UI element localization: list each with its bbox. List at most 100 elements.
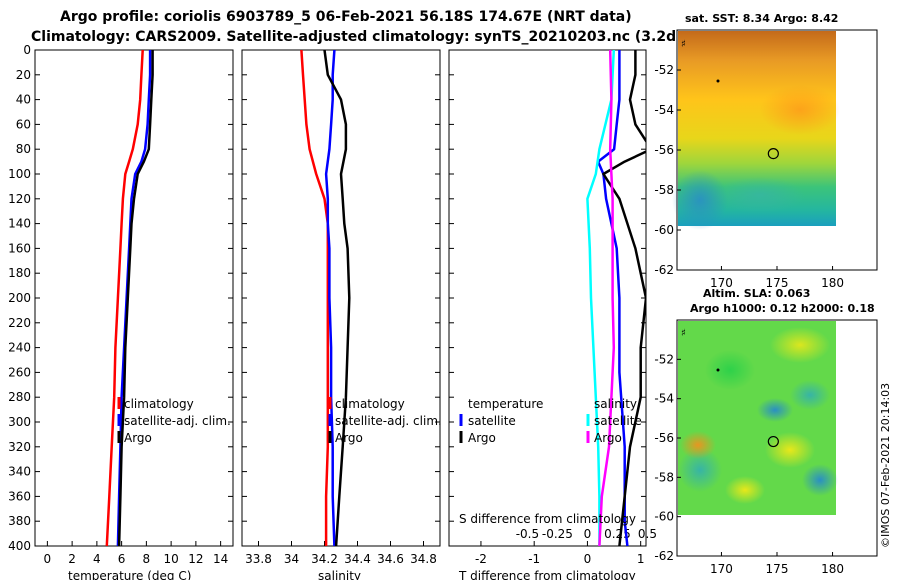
map-x-tick-label: 175: [766, 276, 789, 290]
map-x-tick-label: 170: [710, 276, 733, 290]
temperature-lines: [105, 50, 154, 546]
y-tick-label: 40: [16, 93, 31, 107]
y-tick-label: 380: [8, 514, 31, 528]
difference-top-xlabel: S difference from climatology: [459, 512, 636, 526]
map-y-tick-label: -56: [654, 431, 674, 445]
map-y-tick-label: -60: [654, 223, 674, 237]
temperature-axes: 0 2 4 6 8 10 12 1402040608010012014016018020022…: [8, 43, 233, 566]
salinity-xlabel: salinity: [318, 569, 361, 580]
sla-yellow-patch-1: [770, 327, 830, 363]
x-tick-label: 34.8: [410, 552, 437, 566]
x-tick-label: 14: [213, 552, 228, 566]
sla-flag-icon: ♯: [681, 328, 686, 339]
x-tick-label: 2: [68, 552, 76, 566]
series-line-salinity-argo: [598, 50, 616, 546]
legend-label-satellite-adj-2: satellite-adj. clim.: [335, 414, 442, 428]
legend-title-salinity: salinity: [594, 397, 637, 411]
series-line-satellite-adj-clim-: [116, 50, 152, 546]
sla-map-title: Altim. SLA: 0.063: [703, 287, 810, 300]
legend-label-sal-satellite: satellite: [594, 414, 642, 428]
difference-legend: temperature satellite Argo salinity sate…: [459, 397, 642, 445]
map-y-tick-label: -56: [654, 143, 674, 157]
map-x-tick-label: 180: [821, 276, 844, 290]
sla-blue-patch-1: [757, 398, 793, 422]
temperature-plot-frame: [34, 49, 234, 547]
legend-label-temp-satellite: satellite: [468, 414, 516, 428]
temperature-panel: 0 2 4 6 8 10 12 1402040608010012014016018020022…: [8, 43, 234, 583]
top-x-tick-label: 0.5: [638, 527, 657, 541]
sst-map-title: sat. SST: 8.34 Argo: 8.42: [685, 12, 838, 25]
sla-heatmap: [678, 321, 838, 515]
x-tick-label: 12: [188, 552, 203, 566]
legend-label-argo: Argo: [124, 431, 152, 445]
title-line-1: Argo profile: coriolis 6903789_5 06-Feb-…: [60, 9, 632, 25]
y-tick-label: 300: [8, 415, 31, 429]
sla-yellow-patch-2: [765, 432, 815, 468]
map-y-tick-label: -58: [654, 183, 674, 197]
y-tick-label: 220: [8, 316, 31, 330]
legend-label-argo-2: Argo: [335, 431, 363, 445]
sla-map-panel: Altim. SLA: 0.063 Argo h1000: 0.12 h2000…: [654, 287, 878, 576]
sla-yellow-patch-3: [725, 476, 765, 504]
sst-flag-icon: ♯: [681, 39, 686, 50]
series-line-temperature-argo: [602, 50, 646, 546]
map-x-tick-label: 170: [710, 562, 733, 576]
top-x-tick-label: -0.25: [542, 527, 573, 541]
x-tick-label: -2: [475, 552, 487, 566]
top-x-tick-label: 0.25: [604, 527, 631, 541]
x-tick-label: -1: [528, 552, 540, 566]
legend-title-temperature: temperature: [468, 397, 543, 411]
legend-label-sal-argo: Argo: [594, 431, 622, 445]
title-line-2: Climatology: CARS2009. Satellite-adjuste…: [31, 29, 739, 45]
x-tick-label: 34.2: [311, 552, 338, 566]
x-tick-label: 1: [637, 552, 645, 566]
y-tick-label: 100: [8, 167, 31, 181]
sst-warm-patch: [760, 85, 840, 135]
y-tick-label: 120: [8, 192, 31, 206]
y-tick-label: 80: [16, 142, 31, 156]
sla-map-subtitle: Argo h1000: 0.12 h2000: 0.18: [690, 302, 875, 315]
x-tick-label: 33.8: [245, 552, 272, 566]
map-y-tick-label: -60: [654, 510, 674, 524]
x-tick-label: 34.4: [344, 552, 371, 566]
x-tick-label: 34.6: [377, 552, 404, 566]
salinity-axes: 33.8 34 34.2 34.4 34.6 34.8: [242, 49, 440, 566]
y-tick-label: 60: [16, 117, 31, 131]
salinity-lines: [300, 50, 351, 546]
y-tick-label: 340: [8, 465, 31, 479]
legend-label-satellite-adj: satellite-adj. clim.: [124, 414, 231, 428]
series-line-climatology: [105, 50, 144, 546]
difference-panel: -2 -1 0 1 -0.5 -0.25 0 0.25 0.5 T difference fro…: [448, 49, 657, 583]
sst-argo-position-marker: [767, 148, 779, 160]
map-x-tick-label: 175: [766, 562, 789, 576]
x-tick-label: 34: [284, 552, 299, 566]
map-y-tick-label: -58: [654, 470, 674, 484]
y-tick-label: 400: [8, 539, 31, 553]
difference-xlabel: T difference from climatology: [458, 569, 636, 580]
sst-map-axes: 170 175 180 -52 -54 -56 -58 -60 -62: [654, 63, 844, 290]
top-x-tick-label: -0.5: [516, 527, 539, 541]
x-tick-label: 10: [163, 552, 178, 566]
y-tick-label: 280: [8, 390, 31, 404]
series-line-argo: [117, 50, 154, 546]
sla-teal-patch-1: [790, 380, 830, 410]
temperature-xlabel: temperature (deg C): [68, 569, 191, 580]
y-tick-label: 360: [8, 489, 31, 503]
y-tick-label: 200: [8, 291, 31, 305]
map-y-tick-label: -54: [654, 392, 674, 406]
y-tick-label: 240: [8, 341, 31, 355]
sst-dot-marker: [716, 79, 720, 83]
sla-orange-patch-1: [680, 431, 716, 459]
y-tick-label: 140: [8, 217, 31, 231]
sla-blue-patch-2: [802, 464, 838, 496]
sla-green-patch-1: [705, 350, 755, 390]
x-tick-label: 0: [584, 552, 592, 566]
difference-lines: [586, 50, 646, 546]
legend-label-climatology-2: climatology: [335, 397, 405, 411]
map-y-tick-label: -62: [654, 263, 674, 277]
y-tick-label: 320: [8, 440, 31, 454]
sla-dot-marker: [716, 368, 720, 372]
map-y-tick-label: -62: [654, 549, 674, 563]
map-y-tick-label: -54: [654, 103, 674, 117]
